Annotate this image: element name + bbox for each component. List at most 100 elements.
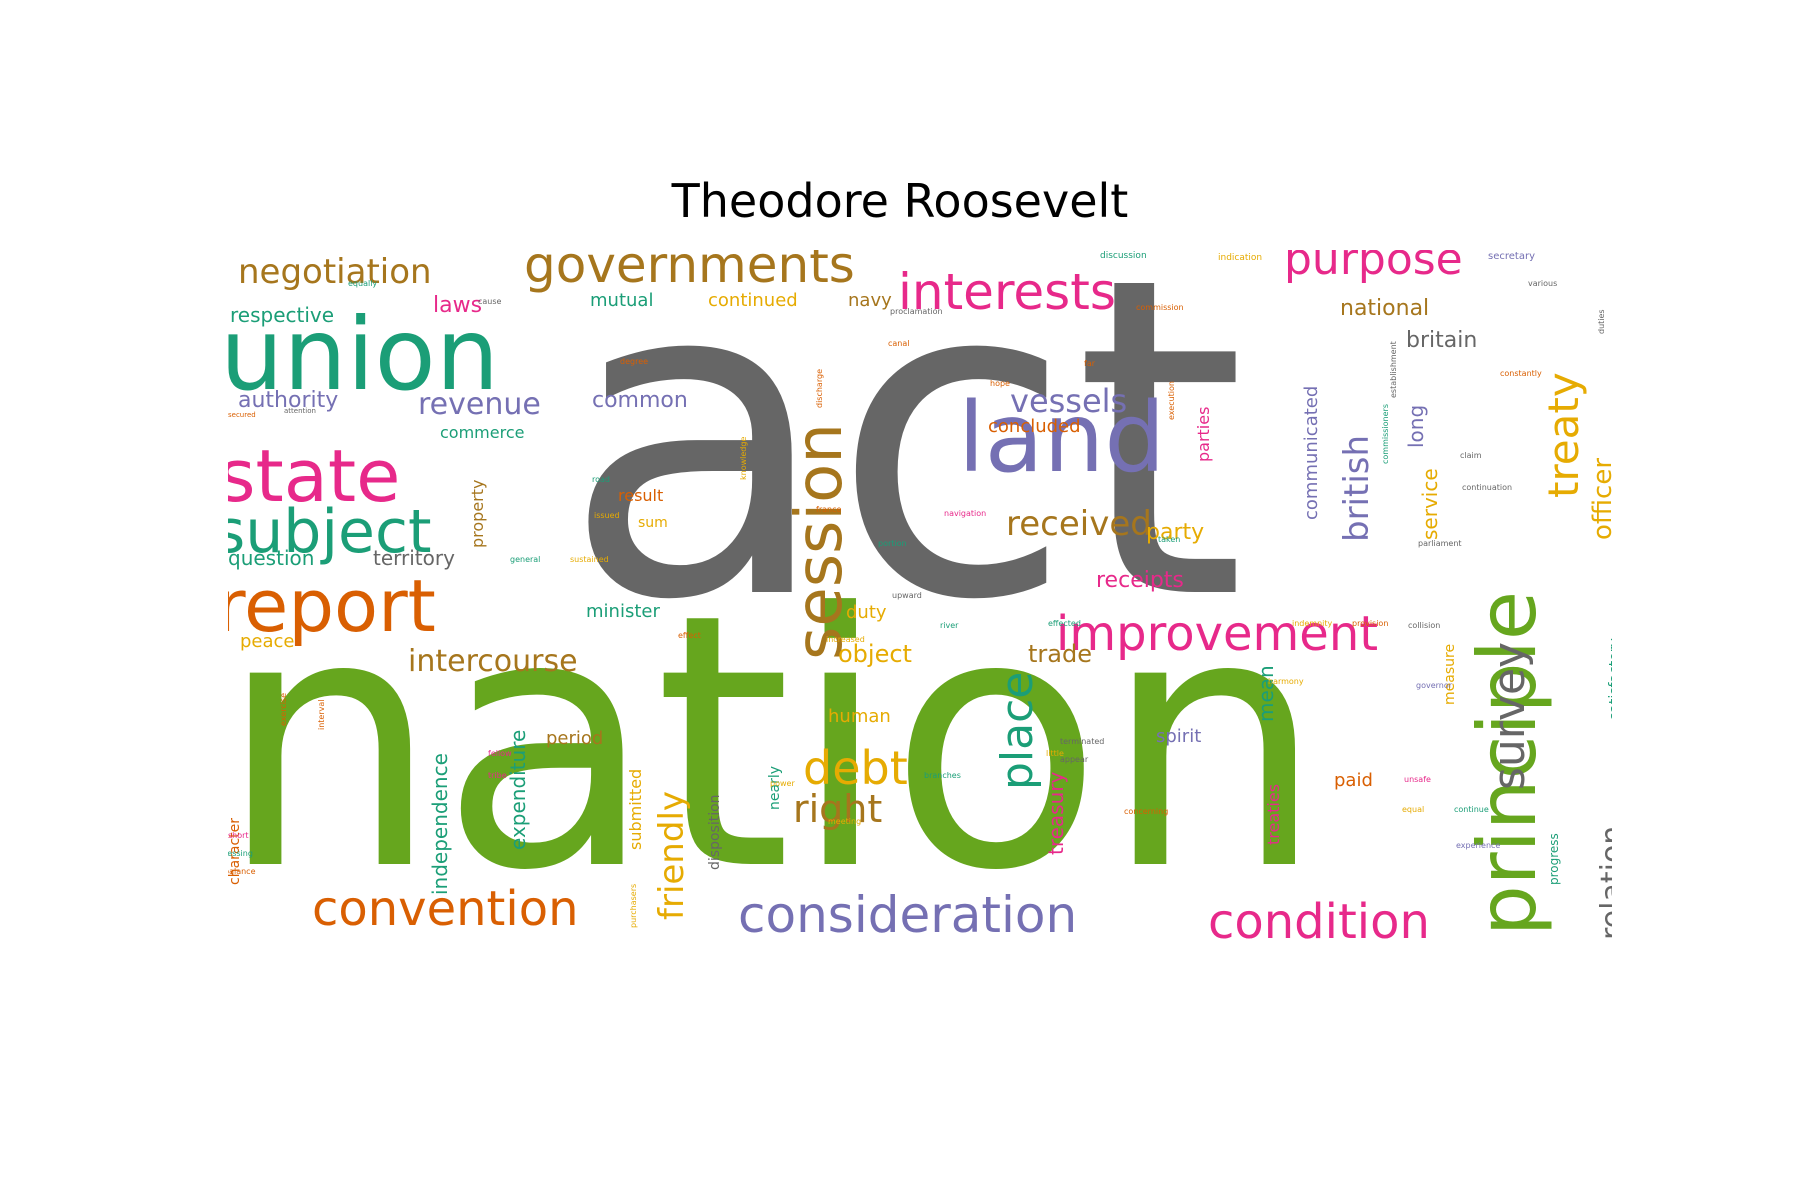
- word-result: result: [618, 486, 664, 505]
- word-nearly: nearly: [767, 766, 783, 810]
- word-blessing: blessing: [228, 849, 253, 858]
- word-land: land: [958, 382, 1166, 494]
- word-claim: claim: [1460, 451, 1482, 460]
- word-hope: hope: [990, 379, 1010, 388]
- word-period: period: [546, 728, 604, 749]
- word-far: far: [1084, 359, 1096, 368]
- word-meeting: meeting: [828, 817, 862, 826]
- word-respective: respective: [230, 303, 335, 327]
- word-indication: indication: [1218, 253, 1263, 263]
- word-survey: survey: [1484, 641, 1535, 790]
- word-general: general: [510, 555, 541, 564]
- word-trade: trade: [1028, 640, 1092, 668]
- word-interests: interests: [898, 263, 1116, 321]
- word-revenue: revenue: [418, 387, 541, 422]
- word-negotiation: negotiation: [238, 252, 432, 292]
- word-commissioners: commissioners: [1381, 403, 1390, 464]
- word-laws: laws: [433, 293, 483, 318]
- word-sustained: sustained: [570, 555, 609, 564]
- word-place: place: [992, 671, 1043, 790]
- word-proclamation: proclamation: [890, 307, 943, 316]
- word-canal: canal: [888, 339, 910, 348]
- word-attention: attention: [284, 407, 316, 415]
- word-union: union: [228, 296, 500, 413]
- word-progress: progress: [1547, 833, 1561, 885]
- word-collision: collision: [1408, 621, 1441, 630]
- word-friendly: friendly: [652, 790, 692, 920]
- word-appear: appear: [1060, 755, 1089, 764]
- word-question: question: [228, 546, 315, 570]
- word-terminated: terminated: [1060, 737, 1105, 746]
- word-purpose: purpose: [1284, 250, 1463, 285]
- chart-title: Theodore Roosevelt: [671, 174, 1129, 228]
- word-treasury: treasury: [1044, 771, 1068, 855]
- word-tribe: tribe: [488, 771, 507, 780]
- word-convention: convention: [312, 881, 579, 937]
- word-submitted: submitted: [626, 768, 645, 850]
- word-paid: paid: [1334, 770, 1373, 791]
- word-consideration: consideration: [738, 886, 1078, 942]
- word-unsafe: unsafe: [1404, 775, 1431, 784]
- word-disposition: disposition: [707, 794, 723, 870]
- word-nation: nation: [228, 539, 1325, 942]
- word-discharge: discharge: [815, 369, 824, 408]
- word-territory: territory: [373, 546, 455, 570]
- word-fellow: fellow: [488, 749, 512, 758]
- word-common: common: [592, 388, 688, 413]
- word-relation: relation: [1595, 825, 1612, 940]
- word-various: various: [1528, 279, 1558, 288]
- word-expenditure: expenditure: [506, 729, 530, 850]
- word-object: object: [838, 640, 912, 668]
- word-intercourse: intercourse: [408, 644, 578, 679]
- word-long: long: [1404, 404, 1428, 448]
- word-receipts: receipts: [1096, 568, 1184, 593]
- word-authority: authority: [238, 388, 339, 413]
- word-improvement: improvement: [1056, 606, 1379, 662]
- word-concluded: concluded: [988, 416, 1081, 437]
- word-governments: governments: [524, 250, 855, 294]
- word-exercise: exercise: [279, 692, 288, 726]
- word-treaty: treaty: [1539, 372, 1588, 498]
- word-little: little: [1046, 749, 1064, 758]
- word-act: act: [562, 250, 1247, 696]
- word-governor: governor: [1416, 681, 1453, 690]
- word-upward: upward: [892, 591, 922, 600]
- word-effect: effect: [678, 631, 701, 640]
- word-knowledge: knowledge: [739, 436, 748, 480]
- word-secretary: secretary: [1488, 251, 1535, 262]
- word-purchasers: purchasers: [629, 883, 638, 928]
- word-measure: measure: [1442, 643, 1458, 705]
- word-execution: execution: [1167, 381, 1176, 420]
- word-commission: commission: [1136, 303, 1184, 312]
- word-navy: navy: [848, 290, 892, 311]
- word-mean: mean: [1254, 665, 1278, 722]
- word-experience: experience: [1456, 841, 1501, 850]
- word-parties: parties: [1194, 406, 1213, 462]
- word-condition: condition: [1208, 894, 1430, 942]
- word-national: national: [1340, 296, 1430, 321]
- word-road: road: [592, 475, 610, 484]
- word-minister: minister: [586, 601, 660, 622]
- word-constantly: constantly: [1500, 369, 1542, 378]
- word-portion: portion: [878, 539, 907, 548]
- word-treaties: treaties: [1264, 783, 1283, 845]
- word-duty: duty: [846, 602, 887, 623]
- word-france: france: [816, 505, 842, 514]
- word-branches: branches: [924, 771, 961, 780]
- word-taken: taken: [1158, 535, 1181, 544]
- word-secured: secured: [228, 411, 256, 419]
- word-britain: britain: [1406, 328, 1478, 353]
- word-state: state: [228, 434, 401, 518]
- word-establishment: establishment: [1389, 341, 1398, 398]
- word-navigation: navigation: [944, 509, 987, 518]
- word-satisfactory: satisfactory: [1607, 638, 1612, 720]
- word-service: service: [1418, 468, 1442, 540]
- word-harmony: harmony: [1268, 677, 1304, 686]
- word-continue: continue: [1454, 805, 1489, 814]
- word-sum: sum: [638, 515, 668, 531]
- word-interval: interval: [317, 699, 326, 731]
- word-parliament: parliament: [1418, 539, 1462, 548]
- word-power: power: [770, 779, 795, 788]
- word-degree: degree: [620, 357, 649, 366]
- word-commerce: commerce: [440, 423, 525, 442]
